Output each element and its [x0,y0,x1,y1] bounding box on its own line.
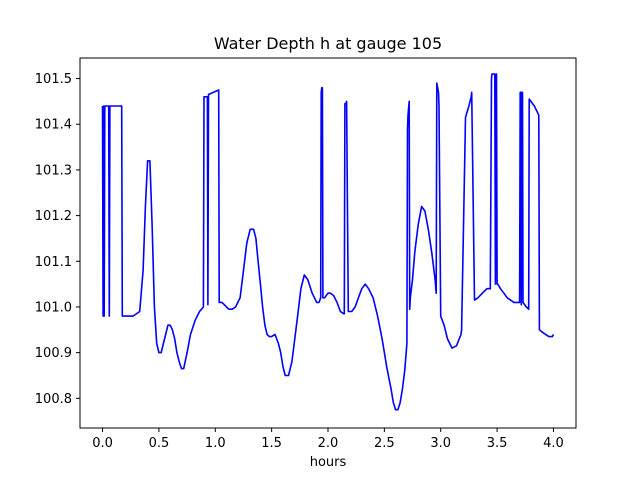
x-tick-label: 1.5 [261,436,282,451]
y-tick-label: 101.2 [35,209,72,224]
x-tick-label: 3.0 [430,436,451,451]
x-axis-label: hours [310,455,347,470]
x-tick-label: 3.5 [487,436,508,451]
y-tick-label: 100.9 [35,346,72,361]
x-tick-label: 4.0 [543,436,564,451]
series-line [101,73,555,411]
x-tick-label: 0.0 [92,436,113,451]
y-axis: 100.8 100.9 101.0 101.1 101.2 101.3 101.4 101.5 [35,72,80,407]
x-tick-label: 2.5 [374,436,395,451]
y-tick-label: 101.0 [35,300,72,315]
x-tick-label: 1.0 [205,436,226,451]
x-tick-label: 0.5 [149,436,170,451]
y-tick-label: 101.1 [35,255,72,270]
x-tick-label: 2.0 [318,436,339,451]
y-tick-label: 100.8 [35,392,72,407]
chart-title: Water Depth h at gauge 105 [214,34,442,53]
y-tick-label: 101.4 [35,118,72,133]
y-tick-label: 101.5 [35,72,72,87]
x-axis: 0.0 0.5 1.0 1.5 2.0 2.5 3.0 3.5 4.0 [92,428,564,451]
y-tick-label: 101.3 [35,163,72,178]
